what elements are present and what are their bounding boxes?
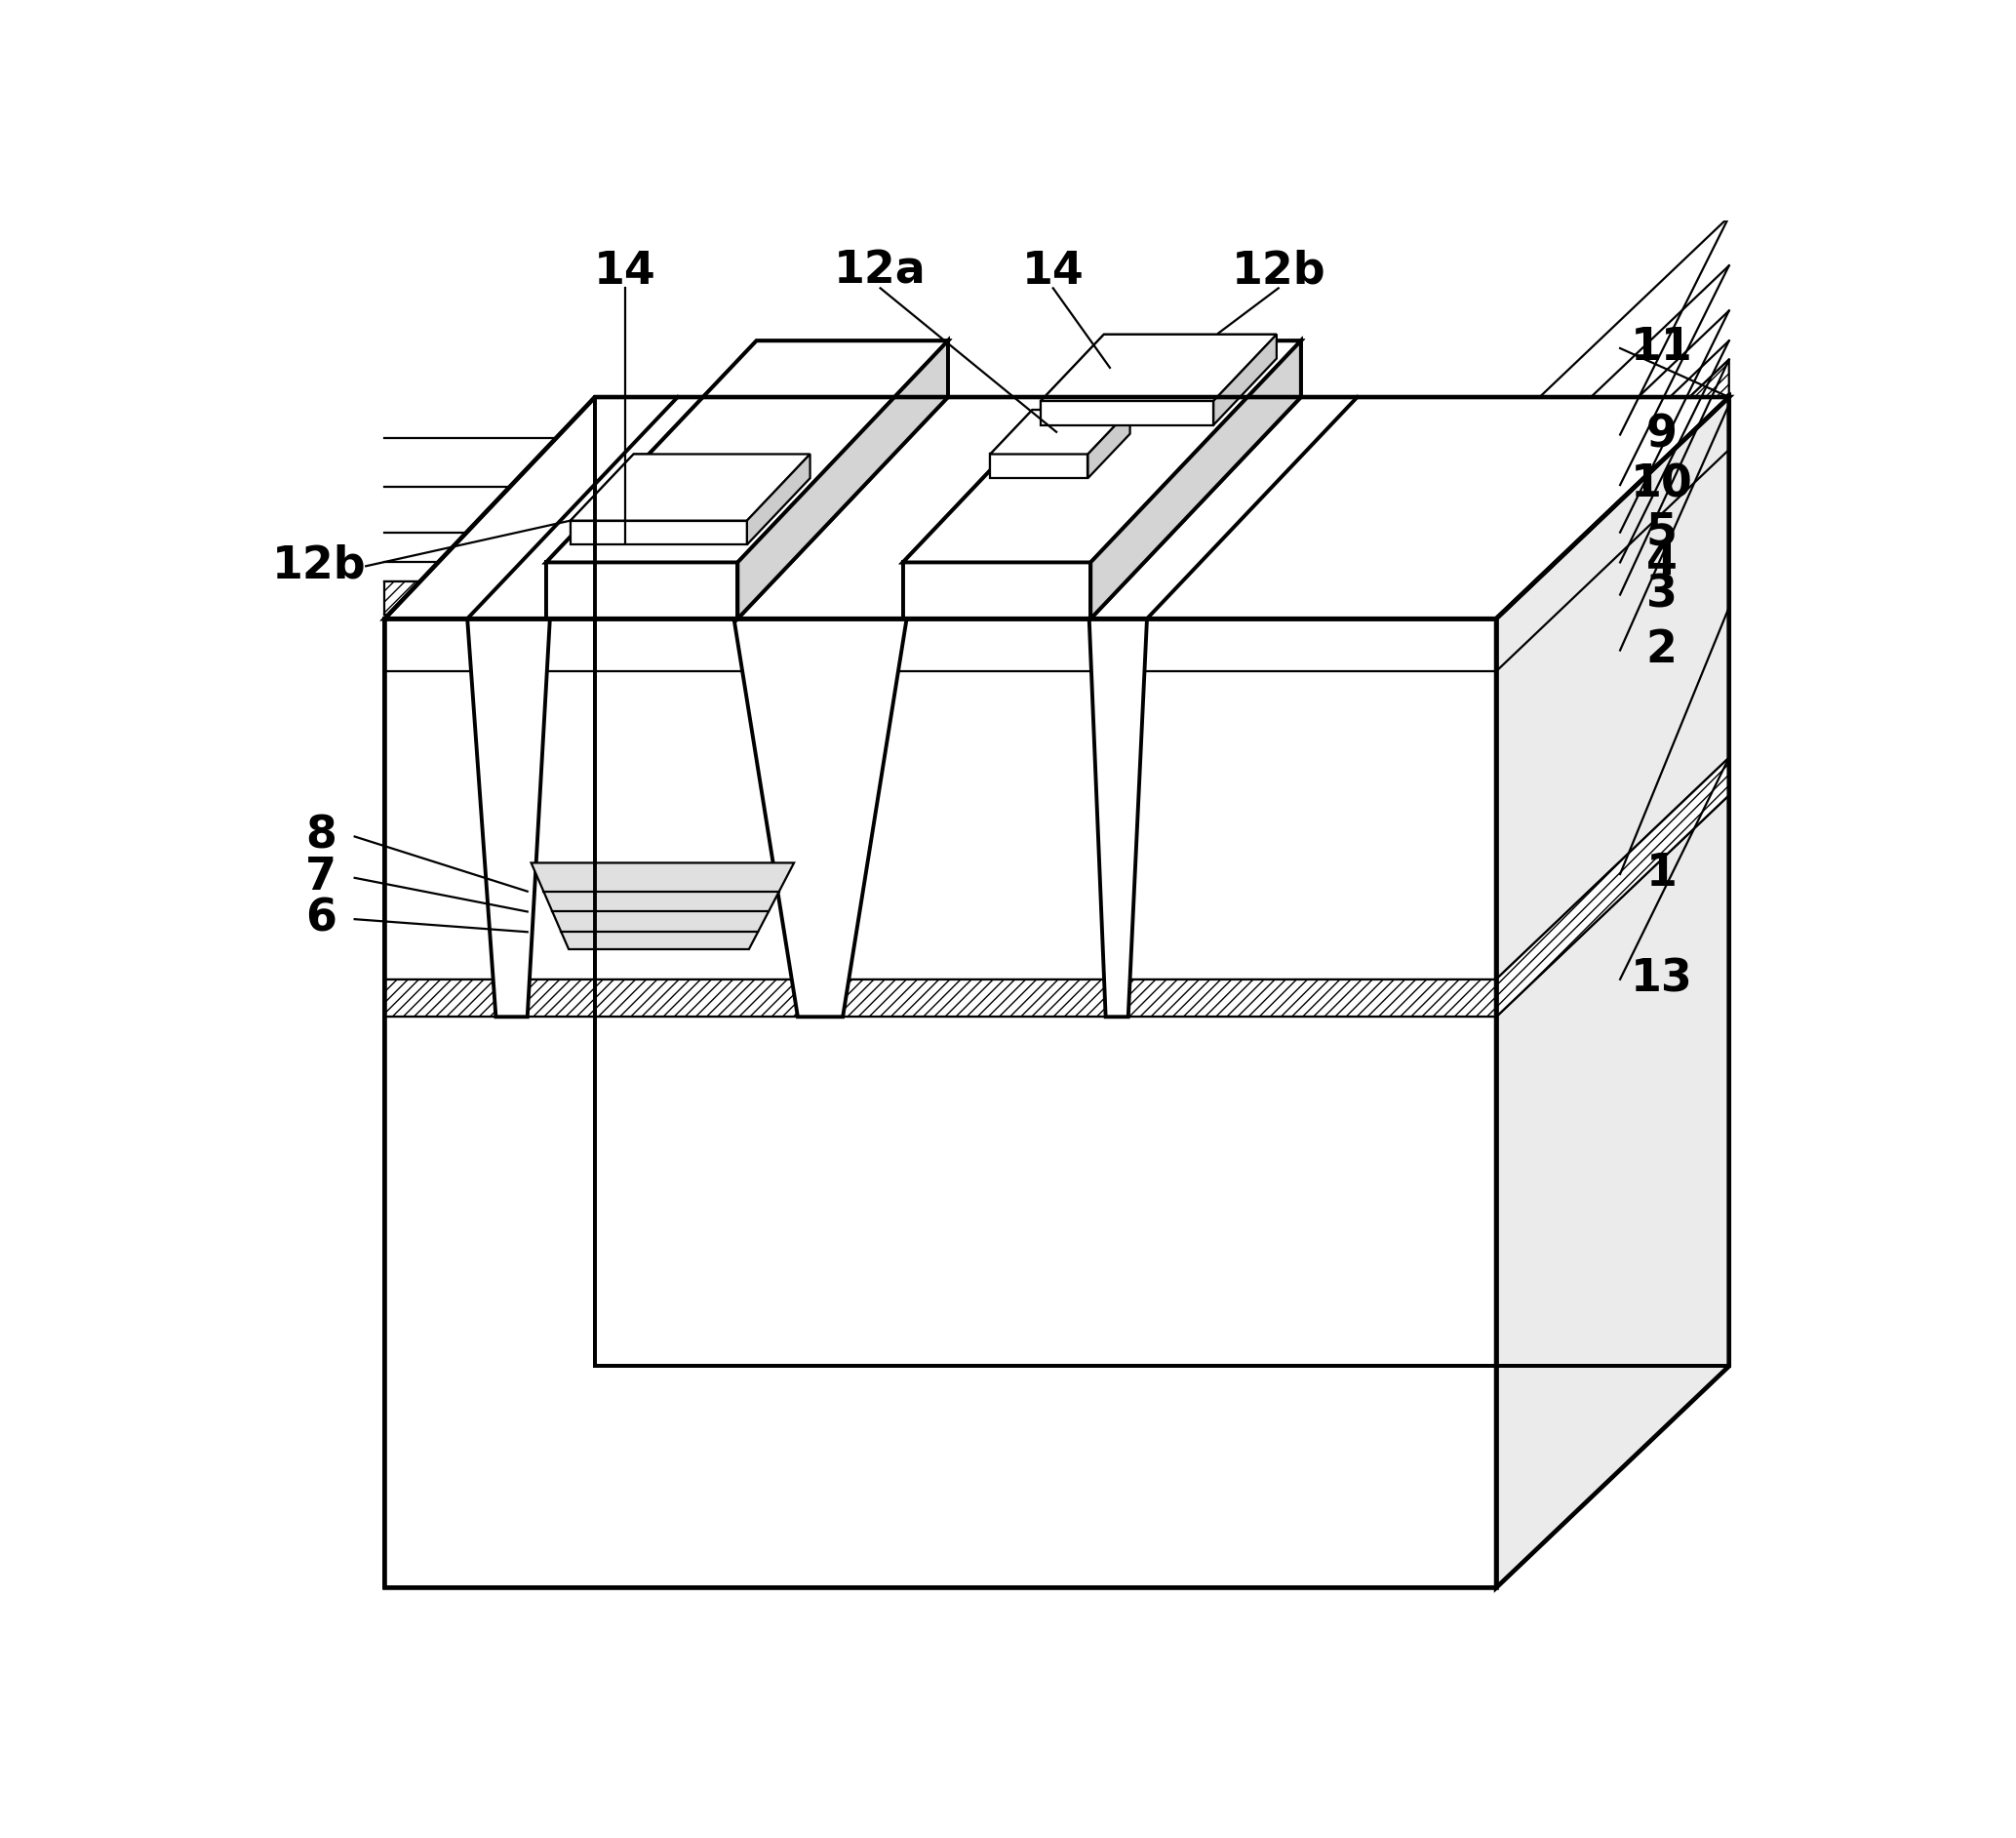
Polygon shape <box>903 562 1091 619</box>
Text: 1: 1 <box>1645 853 1677 897</box>
Polygon shape <box>468 619 550 1016</box>
Polygon shape <box>1040 335 1276 401</box>
Polygon shape <box>738 340 948 619</box>
Text: 12b: 12b <box>1232 250 1327 294</box>
Polygon shape <box>738 340 948 619</box>
Polygon shape <box>1089 410 1131 478</box>
Text: 6: 6 <box>304 897 337 941</box>
Polygon shape <box>385 397 1730 619</box>
Text: 2: 2 <box>1645 629 1677 673</box>
Polygon shape <box>748 454 810 544</box>
Text: 11: 11 <box>1631 327 1693 369</box>
Text: 9: 9 <box>1645 414 1677 456</box>
Text: 14: 14 <box>1022 250 1085 294</box>
Text: 8: 8 <box>304 814 337 858</box>
Polygon shape <box>571 454 810 520</box>
Polygon shape <box>903 562 1091 619</box>
Polygon shape <box>990 454 1089 478</box>
Polygon shape <box>734 619 907 1016</box>
Polygon shape <box>903 340 1300 562</box>
Polygon shape <box>385 581 1496 616</box>
Text: 10: 10 <box>1631 463 1693 507</box>
Polygon shape <box>1496 360 1730 616</box>
Polygon shape <box>1040 401 1214 425</box>
Polygon shape <box>385 980 1496 1016</box>
Text: 13: 13 <box>1631 958 1693 1002</box>
Polygon shape <box>546 340 948 562</box>
Text: 12a: 12a <box>835 250 927 294</box>
Polygon shape <box>571 520 748 544</box>
Polygon shape <box>385 619 1496 1588</box>
Polygon shape <box>1089 619 1147 1016</box>
Polygon shape <box>1089 410 1131 478</box>
Polygon shape <box>1040 335 1276 401</box>
Polygon shape <box>546 562 738 619</box>
Polygon shape <box>903 340 1300 562</box>
Text: 5: 5 <box>1645 511 1677 555</box>
Polygon shape <box>1214 335 1276 425</box>
Polygon shape <box>1091 340 1300 619</box>
Polygon shape <box>990 454 1089 478</box>
Text: 3: 3 <box>1645 573 1677 616</box>
Text: 4: 4 <box>1645 540 1677 584</box>
Text: 14: 14 <box>595 250 655 294</box>
Polygon shape <box>546 562 738 619</box>
Polygon shape <box>546 340 948 562</box>
Text: 12b: 12b <box>272 544 365 588</box>
Polygon shape <box>1091 340 1300 619</box>
Polygon shape <box>1496 397 1730 1588</box>
Text: 7: 7 <box>304 857 337 901</box>
Polygon shape <box>990 410 1131 454</box>
Polygon shape <box>990 410 1131 454</box>
Polygon shape <box>1214 335 1276 425</box>
Polygon shape <box>748 454 810 544</box>
Polygon shape <box>530 862 794 948</box>
Polygon shape <box>1040 401 1214 425</box>
Polygon shape <box>571 454 810 520</box>
Polygon shape <box>1496 757 1730 1016</box>
Polygon shape <box>571 520 748 544</box>
